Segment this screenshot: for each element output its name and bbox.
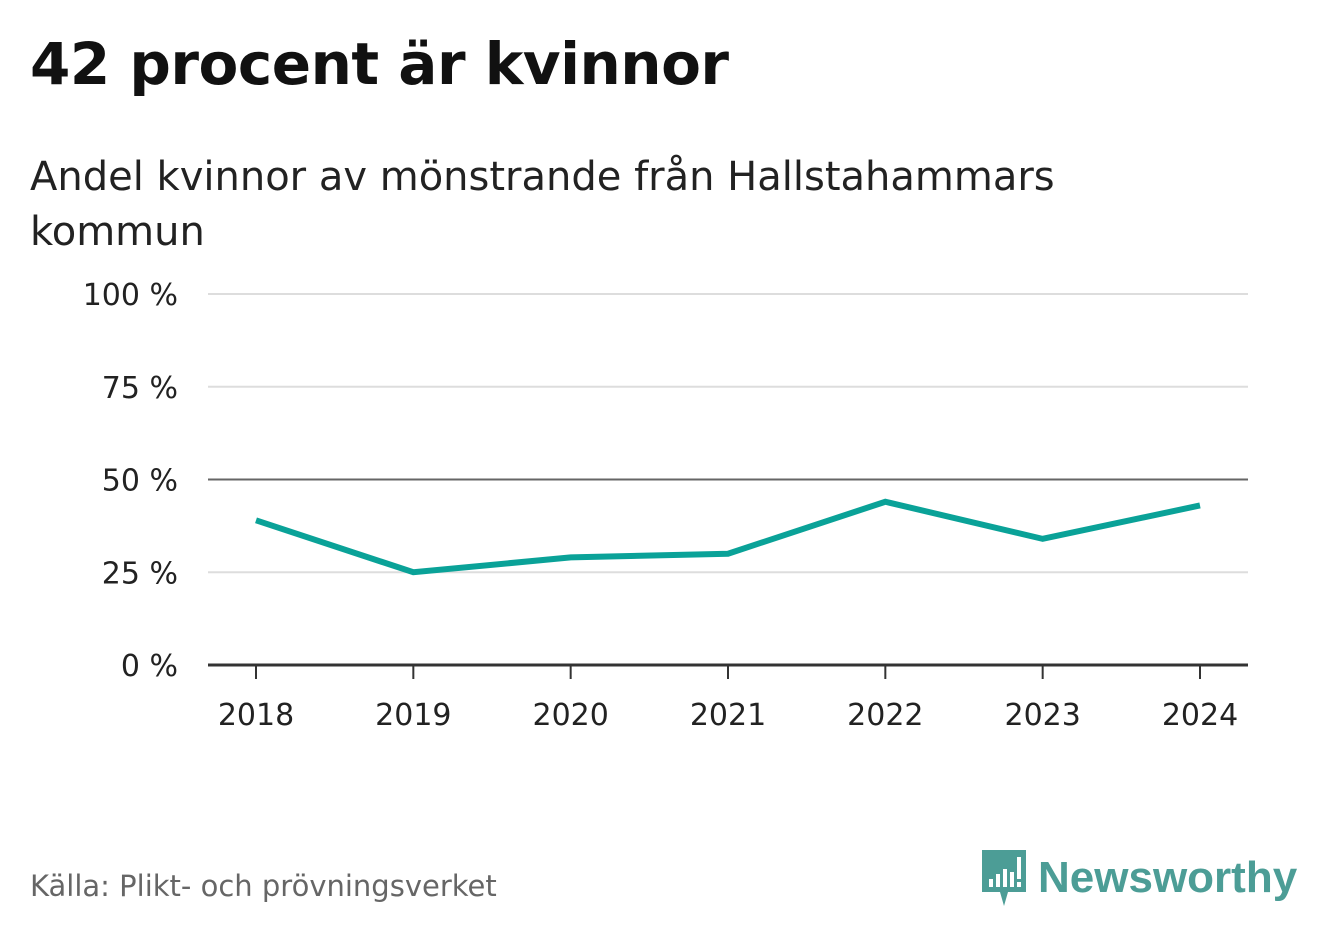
x-tick-label: 2020 (532, 698, 608, 733)
source-note: Källa: Plikt- och prövningsverket (30, 869, 497, 903)
newsworthy-logo-icon (982, 850, 1026, 906)
chart-title: 42 procent är kvinnor (30, 30, 729, 98)
brand-logo: Newsworthy (980, 848, 1297, 908)
y-tick-label: 100 % (83, 278, 178, 313)
y-tick-label: 25 % (102, 556, 178, 591)
x-tick-label: 2021 (690, 698, 766, 733)
x-tick-label: 2023 (1004, 698, 1080, 733)
x-tick-label: 2022 (847, 698, 923, 733)
y-tick-label: 75 % (102, 371, 178, 406)
y-tick-label: 0 % (121, 649, 178, 684)
brand-name: Newsworthy (1038, 853, 1298, 902)
x-tick-label: 2018 (218, 698, 294, 733)
x-tick-label: 2024 (1162, 698, 1238, 733)
series-line (255, 498, 1201, 576)
chart-subtitle: Andel kvinnor av mönstrande från Hallsta… (30, 154, 1055, 255)
x-tick-label: 2019 (375, 698, 451, 733)
y-tick-label: 50 % (102, 464, 178, 499)
